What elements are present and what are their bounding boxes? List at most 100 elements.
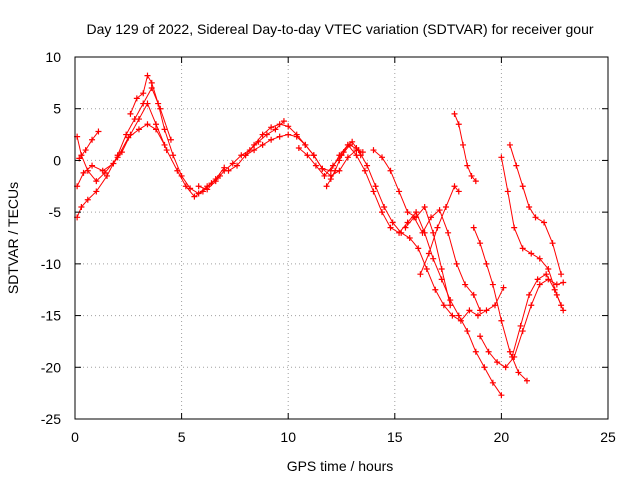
data-point [329,162,336,169]
data-point [421,203,428,210]
data-point [447,297,454,304]
data-point [312,162,319,169]
data-point [234,162,241,169]
data-point [536,255,543,262]
data-point [545,266,552,273]
data-point [453,260,460,267]
series-sat-r [195,118,287,193]
data-point [513,162,520,169]
data-point [370,147,377,154]
data-point [494,359,501,366]
data-point [387,167,394,174]
data-point [551,286,558,293]
series-sat-p [506,141,565,278]
data-point [447,302,454,309]
data-point [445,229,452,236]
data-point [246,147,253,154]
data-point [163,147,170,154]
series-sat-e [127,72,228,197]
data-point [389,219,396,226]
data-point [504,188,511,195]
data-point [280,118,287,125]
data-point [349,138,356,145]
data-point [470,291,477,298]
data-point [161,126,168,133]
data-point [155,100,162,107]
data-point [415,245,422,252]
data-point [517,322,524,329]
data-point [560,307,567,314]
data-point [432,286,439,293]
series-trace [509,144,562,275]
data-point [170,152,177,159]
data-point [101,169,108,176]
y-tick-label: 5 [53,101,61,117]
data-series [74,72,567,399]
data-point [144,121,151,128]
data-point [95,128,102,135]
data-point [498,154,505,161]
series-trace [298,144,504,322]
series-trace [78,131,99,159]
data-point [323,183,330,190]
data-point [492,302,499,309]
data-point [161,141,168,148]
data-point [509,353,516,360]
y-tick-label: 10 [45,49,61,65]
x-tick-label: 20 [494,429,510,445]
data-point [413,209,420,216]
data-point [515,369,522,376]
data-point [457,317,464,324]
series-sat-o [498,154,567,314]
data-point [144,72,151,79]
x-tick-label: 5 [178,429,186,445]
y-tick-label: -25 [41,411,61,427]
chart-title: Day 129 of 2022, Sidereal Day-to-day VTE… [86,21,593,37]
data-point [372,183,379,190]
data-point [153,121,160,128]
data-point [357,152,364,159]
data-point [506,141,513,148]
grid [75,57,608,419]
data-point [370,188,377,195]
series-sat-g [242,121,505,399]
data-point [541,219,548,226]
data-point [340,149,347,156]
data-point [195,183,202,190]
data-point [84,167,91,174]
data-point [511,224,518,231]
series-sat-a [74,100,223,200]
data-point [379,154,386,161]
series-trace [245,123,502,396]
data-point [167,136,174,143]
series-sat-n [477,276,567,371]
data-point [449,312,456,319]
data-point [396,188,403,195]
data-point [451,183,458,190]
data-point [519,245,526,252]
data-point [498,392,505,399]
data-point [276,121,283,128]
series-trace [500,157,564,311]
data-point [238,152,245,159]
data-point [255,138,262,145]
data-point [532,214,539,221]
data-point [82,147,89,154]
series-trace [473,227,528,382]
data-point [455,188,462,195]
data-point [93,178,100,185]
series-sat-k [417,183,462,278]
x-tick-label: 10 [280,429,296,445]
y-tick-label: -20 [41,359,61,375]
data-point [455,121,462,128]
data-point [404,209,411,216]
series-sat-j [370,147,454,309]
data-point [212,178,219,185]
data-point [153,126,160,133]
data-point [534,276,541,283]
data-point [285,131,292,138]
series-sat-s [323,138,364,190]
data-point [131,116,138,123]
data-point [436,207,443,214]
